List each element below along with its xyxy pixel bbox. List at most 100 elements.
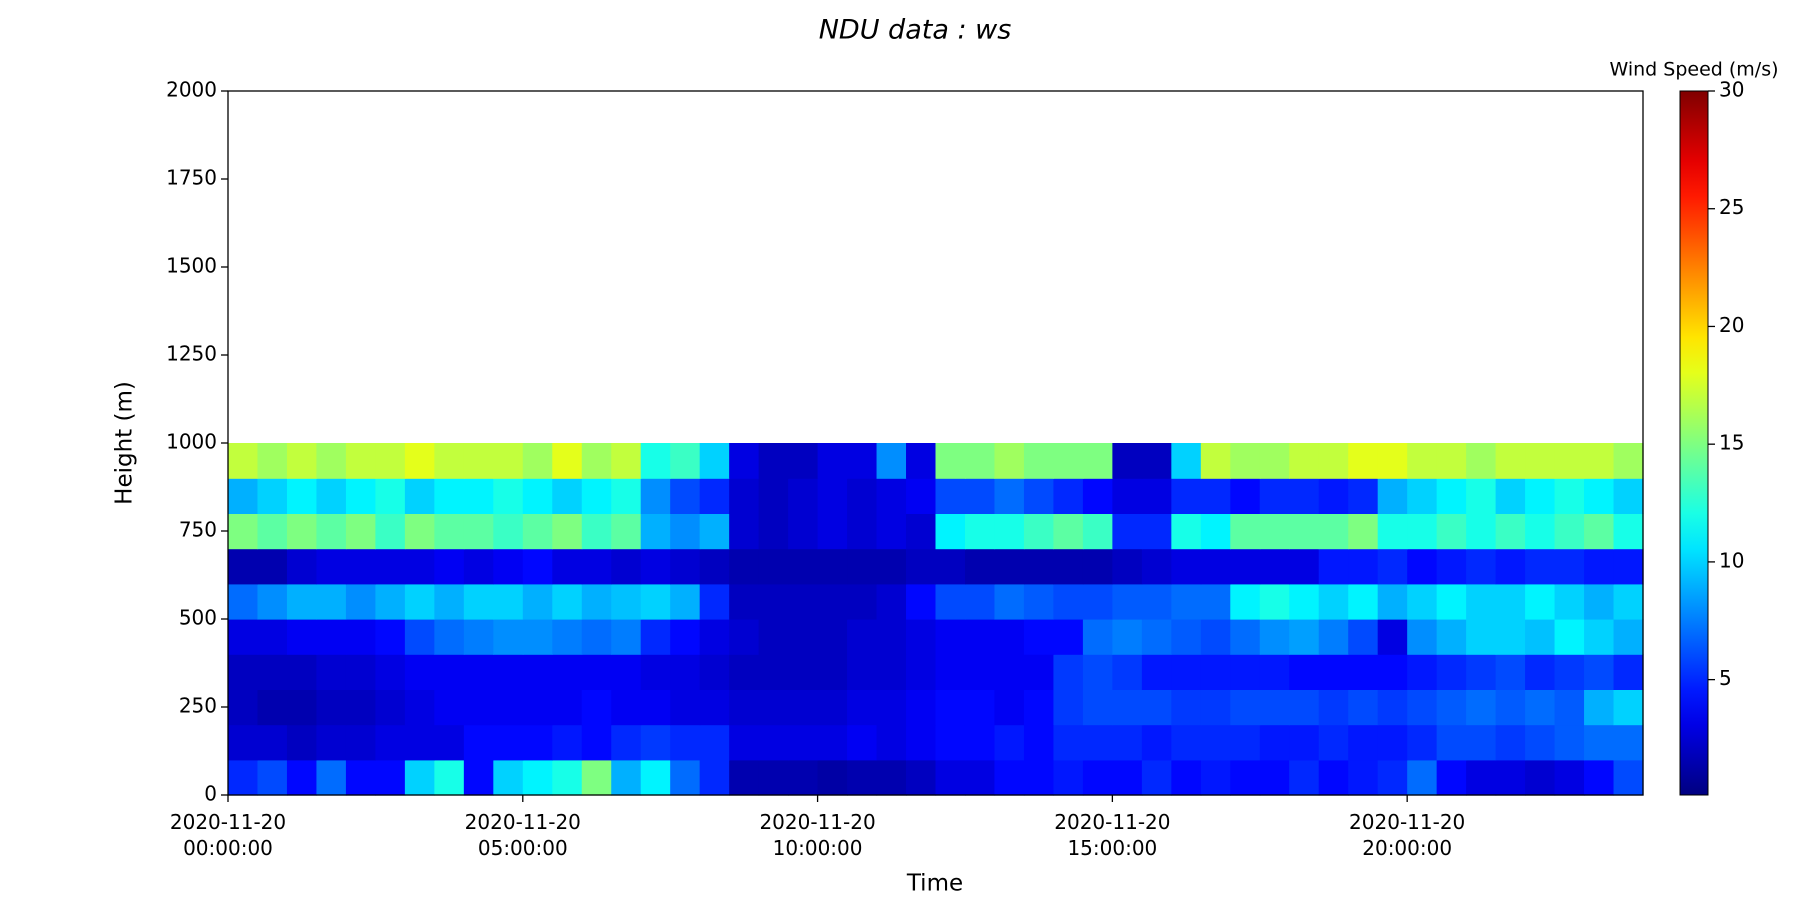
heatmap-cell [1200,583,1231,620]
heatmap-cell [375,443,406,479]
heatmap-cell [581,513,612,550]
heatmap-cell [552,548,583,585]
heatmap-cell [847,619,878,655]
heatmap-cell [286,548,318,585]
heatmap-cell [463,583,494,620]
heatmap-cell [1554,443,1585,479]
heatmap-cell [1082,583,1113,620]
heatmap-cell [1112,583,1143,620]
heatmap-cell [1525,513,1556,550]
heatmap-cell [964,478,996,514]
heatmap-cell [1259,548,1290,585]
colorbar-tick-label: 15 [1719,431,1744,455]
heatmap-cell [847,654,878,690]
heatmap-cell [1377,443,1408,479]
heatmap-cell [758,478,789,514]
heatmap-cell [1348,443,1379,479]
heatmap-cell [847,443,878,479]
heatmap-cell [611,759,642,796]
heatmap-cell [964,513,996,550]
heatmap-cell [404,724,435,761]
heatmap-cell [1525,759,1556,796]
x-tick-label: 2020-11-20 20:00:00 [1349,810,1466,860]
heatmap-cell [1554,478,1585,514]
heatmap-cell [758,654,789,690]
heatmap-cell [758,583,789,620]
heatmap-cell [1230,619,1261,655]
heatmap-cell [1230,478,1261,514]
heatmap-cell [817,478,848,514]
heatmap-cell [817,548,848,585]
heatmap-cell [758,619,789,655]
heatmap-cell [1318,724,1349,761]
heatmap-cell [1554,724,1585,761]
heatmap-cell [1613,724,1644,761]
heatmap-cell [552,443,583,479]
heatmap-cell [640,513,671,550]
heatmap-cell [1554,548,1585,585]
heatmap-cell [699,654,730,690]
heatmap-cell [1348,724,1379,761]
heatmap-cell [994,513,1025,550]
heatmap-cell [434,513,465,550]
heatmap-cell [434,759,465,796]
heatmap-cell [1407,478,1438,514]
heatmap-cell [493,689,524,726]
heatmap-cell [1613,759,1644,796]
heatmap-cell [1495,759,1526,796]
heatmap-cell [1466,548,1497,585]
heatmap-cell [581,759,612,796]
heatmap-cell [1584,513,1615,550]
heatmap-cell [1525,478,1556,514]
heatmap-cell [1259,759,1290,796]
heatmap-cell [1259,689,1290,726]
heatmap-cell [522,619,553,655]
heatmap-cell [1525,443,1556,479]
heatmap-cell [1407,513,1438,550]
heatmap-cell [906,583,937,620]
heatmap-cell [1053,443,1084,479]
heatmap-cell [1112,548,1143,585]
heatmap-cell [286,689,318,726]
heatmap-cell [935,583,966,620]
heatmap-cell [581,654,612,690]
heatmap-cell [1023,583,1055,620]
heatmap-cell [1377,619,1408,655]
heatmap-cell [1289,548,1320,585]
heatmap-cell [345,689,376,726]
heatmap-cell [1436,513,1467,550]
heatmap-cell [994,759,1025,796]
colorbar-tick-label: 10 [1719,548,1744,572]
heatmap-cell [876,654,907,690]
heatmap-cell [906,759,937,796]
y-tick-label: 750 [179,518,217,542]
heatmap-cell [1259,513,1290,550]
heatmap-cell [670,443,701,479]
heatmap-cell [1171,513,1202,550]
heatmap-cell [1554,654,1585,690]
heatmap-cell [1230,513,1261,550]
heatmap-cell [228,583,259,620]
x-tick-label: 2020-11-20 15:00:00 [1054,810,1171,860]
heatmap-cell [1082,724,1113,761]
heatmap-cell [670,583,701,620]
heatmap-cell [1141,759,1172,796]
heatmap-cell [286,724,318,761]
heatmap-cell [611,478,642,514]
heatmap-cell [1112,759,1143,796]
heatmap-cell [1082,513,1113,550]
heatmap-cell [1141,619,1172,655]
heatmap-cell [670,619,701,655]
heatmap-cell [906,443,937,479]
heatmap-cell [1023,443,1055,479]
heatmap-cell [228,443,259,479]
heatmap-cell [1348,513,1379,550]
heatmap-cell [345,583,376,620]
heatmap-cell [1613,619,1644,655]
heatmap-cell [640,443,671,479]
heatmap-cell [788,583,819,620]
heatmap-cell [1407,724,1438,761]
heatmap-cell [994,689,1025,726]
heatmap-cell [1141,478,1172,514]
heatmap-cell [906,724,937,761]
